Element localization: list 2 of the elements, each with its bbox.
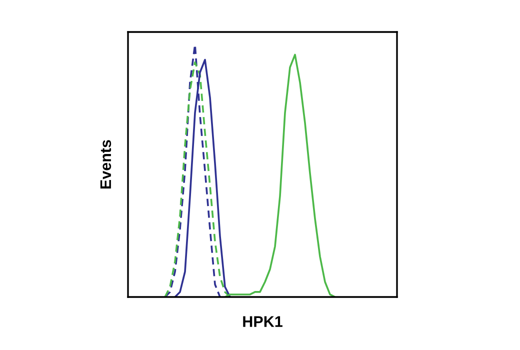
x-axis-title: HPK1 [243,316,282,327]
y-axis-title: Events [100,140,112,189]
